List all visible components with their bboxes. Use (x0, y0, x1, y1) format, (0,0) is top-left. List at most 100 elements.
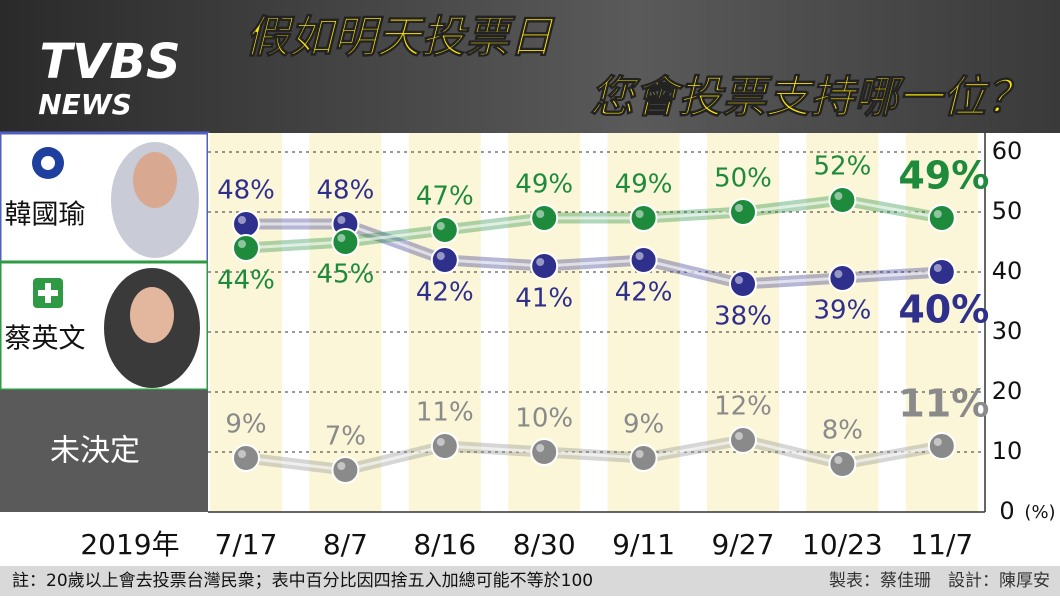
data-label: 47% (416, 182, 474, 212)
data-point-shine (238, 240, 246, 248)
photo (130, 287, 174, 343)
data-point-shine (834, 270, 843, 278)
y-tick-label: 60 (992, 137, 1023, 165)
legend-label: 韓國瑜 (5, 200, 86, 231)
logo-top: TVBS (39, 34, 180, 90)
y-tick-label: 20 (992, 377, 1023, 405)
data-point-shine (436, 438, 445, 446)
legend-panel (0, 390, 208, 512)
x-tick-label: 8/30 (513, 528, 576, 561)
data-label: 7% (325, 422, 366, 452)
data-point (828, 264, 857, 292)
data-point (530, 204, 559, 232)
data-point-shine (834, 192, 843, 200)
credits: 製表：蔡佳珊 設計：陳厚安 (829, 571, 1050, 591)
photo (133, 152, 177, 208)
y-tick-label: 0 (999, 497, 1014, 525)
data-point-shine (933, 438, 942, 446)
data-point-shine (735, 276, 743, 284)
y-unit: (%) (1024, 502, 1055, 523)
y-tick-label: 10 (992, 437, 1023, 465)
data-label: 42% (615, 278, 673, 308)
data-label: 10% (515, 404, 573, 434)
party-emblem (38, 290, 58, 296)
x-tick-label: 7/17 (215, 528, 278, 561)
data-point (430, 216, 459, 244)
data-point (629, 204, 658, 232)
data-point (828, 450, 857, 478)
data-point-shine (238, 216, 246, 224)
x-tick-label: 11/7 (910, 528, 973, 561)
data-point-shine (536, 210, 545, 218)
party-emblem (41, 156, 55, 170)
data-point-shine (238, 450, 246, 458)
data-point-shine (337, 216, 346, 224)
header (0, 0, 1060, 133)
data-point-shine (536, 444, 545, 452)
data-point (232, 210, 260, 238)
data-point-shine (635, 450, 644, 458)
data-label: 40% (898, 288, 989, 332)
chart-title: 您會投票支持哪一位？ (590, 72, 1030, 123)
data-label: 45% (317, 260, 375, 290)
data-point (430, 246, 459, 274)
data-point (927, 432, 956, 460)
data-point (729, 198, 757, 226)
x-tick-label: 9/11 (612, 528, 675, 561)
data-point (927, 204, 956, 232)
data-label: 39% (814, 296, 872, 326)
data-label: 50% (714, 164, 772, 194)
data-point-shine (735, 432, 743, 440)
data-point-shine (834, 456, 843, 464)
data-label: 48% (317, 176, 375, 206)
data-label: 38% (714, 302, 772, 332)
data-label: 52% (814, 152, 872, 182)
data-label: 44% (217, 266, 275, 296)
x-tick-label: 8/7 (323, 528, 368, 561)
y-tick-label: 50 (992, 197, 1023, 225)
data-label: 9% (225, 410, 266, 440)
data-label: 49% (615, 170, 673, 200)
x-axis-label: 2019年 (80, 528, 179, 561)
chart-title: 假如明天投票日 (245, 12, 555, 63)
x-tick-label: 10/23 (802, 528, 883, 561)
data-point-shine (735, 204, 743, 212)
x-tick-label: 8/16 (413, 528, 476, 561)
data-label: 11% (416, 398, 474, 428)
data-point-shine (635, 210, 644, 218)
y-tick-label: 30 (992, 317, 1023, 345)
data-point-shine (337, 462, 346, 470)
data-point (828, 186, 857, 214)
data-point (530, 252, 559, 280)
data-label: 12% (714, 392, 772, 422)
data-point (331, 228, 360, 256)
series-line-highlight (246, 222, 942, 286)
data-point (729, 426, 757, 454)
data-label: 11% (898, 382, 989, 426)
data-point (331, 456, 360, 484)
data-point (232, 444, 260, 472)
data-point (629, 444, 658, 472)
legend-label: 蔡英文 (5, 324, 86, 355)
data-point-shine (436, 252, 445, 260)
series-line-highlight (245, 198, 943, 250)
data-label: 48% (217, 176, 275, 206)
series-line-highlight (245, 438, 943, 472)
data-point-shine (933, 210, 942, 218)
data-label: 49% (515, 170, 573, 200)
data-point-shine (436, 222, 445, 230)
y-tick-label: 40 (992, 257, 1023, 285)
data-label: 41% (515, 284, 573, 314)
data-point (629, 246, 658, 274)
legend-label: 未決定 (50, 434, 140, 469)
data-label: 49% (898, 154, 989, 198)
x-tick-label: 9/27 (712, 528, 775, 561)
data-label: 9% (623, 410, 664, 440)
data-point (530, 438, 559, 466)
data-point (729, 270, 757, 298)
data-point-shine (933, 264, 942, 272)
column-stripe (309, 133, 382, 512)
data-point-shine (635, 252, 644, 260)
data-label: 42% (416, 278, 474, 308)
